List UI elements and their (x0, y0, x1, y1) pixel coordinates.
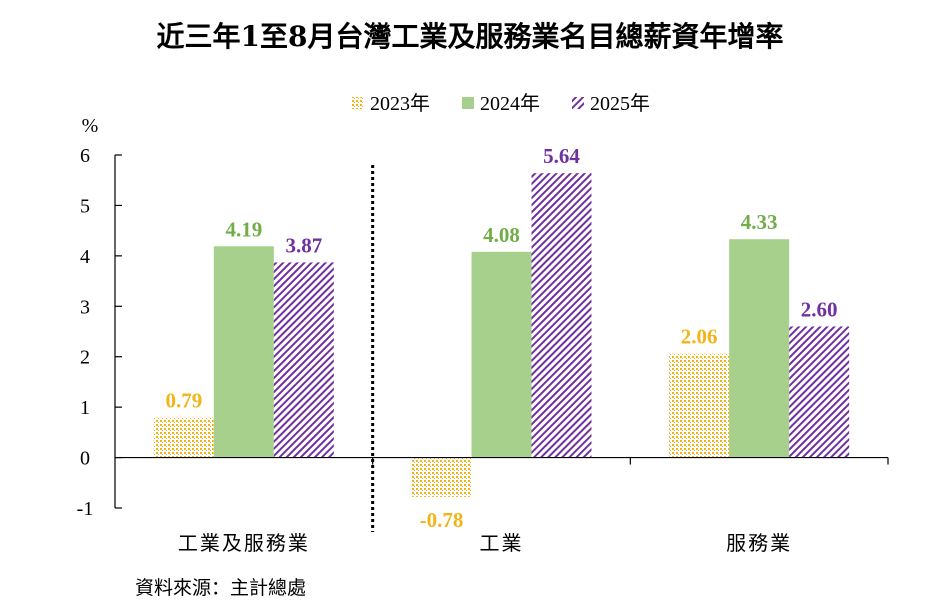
data-label: 2.60 (801, 297, 838, 321)
legend-swatch (462, 97, 474, 109)
data-label: 3.87 (285, 233, 322, 257)
y-tick-label: 5 (80, 195, 90, 217)
data-label: 2.06 (681, 325, 718, 349)
data-label: 4.19 (225, 217, 262, 241)
x-tick-label: 工業及服務業 (178, 531, 310, 555)
bar-2025-2 (789, 326, 850, 458)
bars (153, 173, 850, 497)
data-label: 0.79 (165, 389, 202, 413)
bar-2025-0 (273, 262, 334, 458)
legend-label: 2025年 (590, 92, 650, 115)
y-axis-unit-label: % (82, 115, 99, 137)
y-tick-label: 3 (80, 296, 90, 318)
data-label: 4.08 (483, 223, 520, 247)
legend-label: 2023年 (370, 92, 430, 115)
y-axis: 6 5 4 3 2 1 0 -1 (77, 145, 122, 520)
source-note: 資料來源：主計總處 (135, 577, 306, 599)
y-tick-label: 0 (80, 448, 90, 470)
x-axis: 工業及服務業 工業 服務業 (115, 165, 889, 555)
legend-swatch (572, 97, 584, 109)
bar-2025-1 (531, 173, 592, 458)
bar-2023-2 (669, 353, 730, 458)
chart-title: 近三年1至8月台灣工業及服務業名目總薪資年增率 (157, 20, 784, 53)
legend: 2023年 2024年 2025年 (352, 92, 650, 115)
data-label: 5.64 (543, 144, 580, 168)
y-tick-label: -1 (77, 498, 94, 520)
bar-2024-1 (471, 251, 532, 458)
data-label: -0.78 (420, 508, 464, 532)
bar-2024-0 (213, 246, 274, 458)
bar-2023-1 (411, 457, 472, 497)
legend-label: 2024年 (480, 92, 540, 115)
x-tick-label: 工業 (480, 531, 524, 555)
y-tick-label: 2 (80, 347, 90, 369)
legend-item-2025: 2025年 (572, 92, 650, 115)
data-label: 4.33 (741, 210, 778, 234)
legend-item-2024: 2024年 (462, 92, 540, 115)
y-tick-label: 4 (80, 246, 90, 268)
legend-item-2023: 2023年 (352, 92, 430, 115)
bar-2023-0 (153, 417, 214, 458)
x-tick-label: 服務業 (726, 531, 792, 555)
data-labels: 0.79 4.19 3.87 -0.78 4.08 5.64 2.06 4.33 2.60 (165, 144, 837, 532)
y-tick-label: 1 (80, 397, 90, 419)
y-tick-label: 6 (80, 145, 90, 167)
bar-2024-2 (729, 239, 790, 458)
legend-swatch (352, 97, 364, 109)
